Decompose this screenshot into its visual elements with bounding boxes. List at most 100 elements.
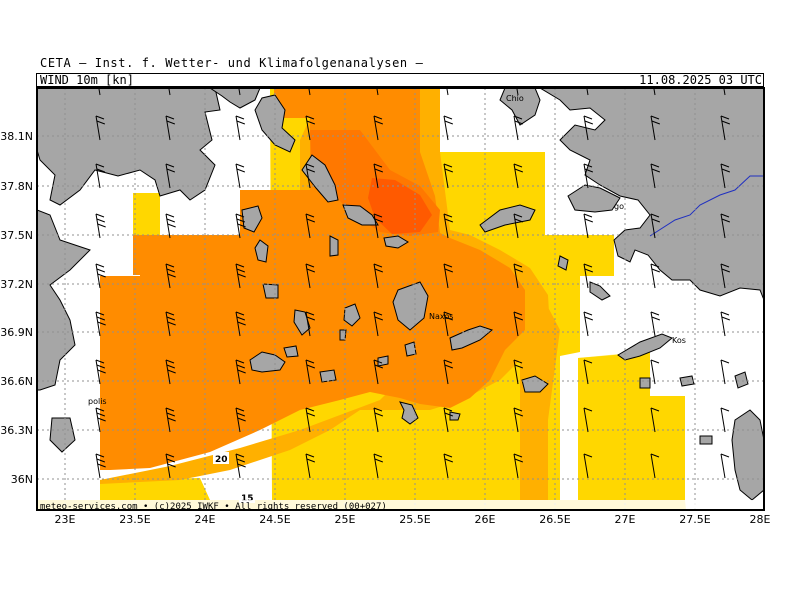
wind-barb-feather xyxy=(443,263,453,268)
wind-barb-shaft xyxy=(235,213,241,239)
wind-barb-shaft xyxy=(235,453,241,479)
wind-barb-feather xyxy=(166,120,176,125)
wind-barb-feather xyxy=(720,213,730,218)
chios xyxy=(499,88,541,126)
wind-barb-feather xyxy=(97,417,106,422)
wind-barb-feather xyxy=(236,168,246,173)
wind-barb-feather xyxy=(443,359,453,364)
wind-barb-feather xyxy=(514,168,524,173)
wind-barb-feather xyxy=(722,76,730,79)
wind-barb-feather xyxy=(443,311,453,316)
wind-barb-feather xyxy=(236,218,246,223)
wind-barb-feather xyxy=(95,213,105,218)
credit-strip xyxy=(37,500,764,510)
wind-barb-feather xyxy=(443,407,453,412)
header-title: CETA — Inst. f. Wetter- und Klimafolgena… xyxy=(40,56,424,70)
mykonos xyxy=(383,235,409,249)
place-label-polis: polis xyxy=(88,397,107,406)
lon-label: 23E xyxy=(55,513,76,526)
wind-barb-shaft xyxy=(516,88,519,96)
wind-barb-feather xyxy=(584,168,594,173)
wind-barb-feather xyxy=(513,213,523,218)
wind-barb-feather xyxy=(720,163,730,168)
wind-barb-feather xyxy=(514,71,522,74)
wind-barb-feather xyxy=(651,120,661,125)
wind-barb-shaft xyxy=(165,163,171,189)
wind-barb-feather xyxy=(513,453,523,458)
place-labels: Chio Naxos Kos polis go xyxy=(88,94,686,406)
wind-barb-feather xyxy=(95,359,105,364)
wind-barb-shaft xyxy=(513,359,519,385)
wind-barb-feather xyxy=(95,115,105,120)
wind-barb-shaft xyxy=(583,263,589,289)
wind-barb-shaft xyxy=(305,407,311,433)
wind-barb-shaft xyxy=(376,88,379,96)
lat-label: 37.5N xyxy=(0,229,33,242)
wind-barb-feather xyxy=(237,463,246,468)
wind-barb-feather xyxy=(235,213,245,218)
wind-barb-shaft xyxy=(305,453,311,479)
header-field-name: WIND_10m [kn] xyxy=(40,73,134,87)
wind-barb-shaft xyxy=(305,213,311,239)
wind-barb-feather xyxy=(236,120,246,125)
wind-barb-shaft xyxy=(583,359,589,385)
wind-barb-shaft xyxy=(165,359,171,385)
astypalaia xyxy=(521,375,549,393)
lat-label: 36N xyxy=(11,473,33,486)
wind-barb-feather xyxy=(167,76,175,79)
wind-barb-shaft xyxy=(653,88,656,96)
wind-barb-feather xyxy=(305,453,315,458)
wind-barb-shaft xyxy=(513,115,519,141)
wind-barb-feather xyxy=(235,407,245,412)
wind-barb-shaft xyxy=(443,213,449,239)
wind-barb-feather xyxy=(237,273,246,278)
wind-barb-feather xyxy=(373,407,383,412)
wind-barb-shaft xyxy=(95,407,101,433)
wind-barb-shaft xyxy=(720,407,726,433)
wind-barb-shaft xyxy=(586,88,589,96)
wind-barb-feather xyxy=(515,76,523,79)
wind-barb-feather xyxy=(96,120,106,125)
wind-barb-feather xyxy=(444,458,454,463)
wind-barb-feather xyxy=(166,458,176,463)
wind-barb-feather xyxy=(167,321,176,326)
wind-barb-feather xyxy=(96,316,106,321)
wind-barb-shaft xyxy=(720,311,726,337)
wind-barb-feather xyxy=(306,316,316,321)
wind-barb-feather xyxy=(720,311,730,316)
wind-barb-feather xyxy=(721,316,731,321)
wind-barb-feather xyxy=(236,268,246,273)
wind-barb-feather xyxy=(97,369,106,374)
wind-barb-feather xyxy=(96,412,106,417)
wind-barb-shaft xyxy=(720,213,726,239)
place-label-chios: Chio xyxy=(506,94,524,103)
wind-barb-feather xyxy=(514,268,524,273)
wind-barb-feather xyxy=(651,268,661,273)
wind-barb-feather xyxy=(96,458,106,463)
wind-barb-feather xyxy=(374,458,384,463)
wind-barb-feather xyxy=(305,163,315,168)
wind-barb-feather xyxy=(583,115,593,120)
wind-barb-feather xyxy=(236,458,246,463)
wind-barb-shaft xyxy=(305,163,311,189)
wind-barb-feather xyxy=(444,412,454,417)
country-border xyxy=(649,175,764,237)
wind-barb-feather xyxy=(584,316,594,321)
leros-kalymnos xyxy=(589,281,611,301)
wind-barb-shaft xyxy=(443,115,449,141)
wind-barb-shaft xyxy=(165,311,171,337)
wind-barb-shaft xyxy=(650,213,656,239)
wind-barb-shaft xyxy=(235,115,241,141)
wind-barb-shaft xyxy=(305,311,311,337)
wind-barb-shaft xyxy=(583,163,589,189)
anatolia xyxy=(539,88,764,301)
wind-barb-feather xyxy=(720,115,730,120)
wind-barb-feather xyxy=(583,213,593,218)
wind-barb-feather xyxy=(305,115,315,120)
wind-barb-feather xyxy=(95,407,105,412)
wind-barb-feather xyxy=(650,263,660,268)
lon-label: 28E xyxy=(750,513,771,526)
wind-barb-feather xyxy=(374,316,384,321)
wind-barb-shaft xyxy=(720,163,726,189)
